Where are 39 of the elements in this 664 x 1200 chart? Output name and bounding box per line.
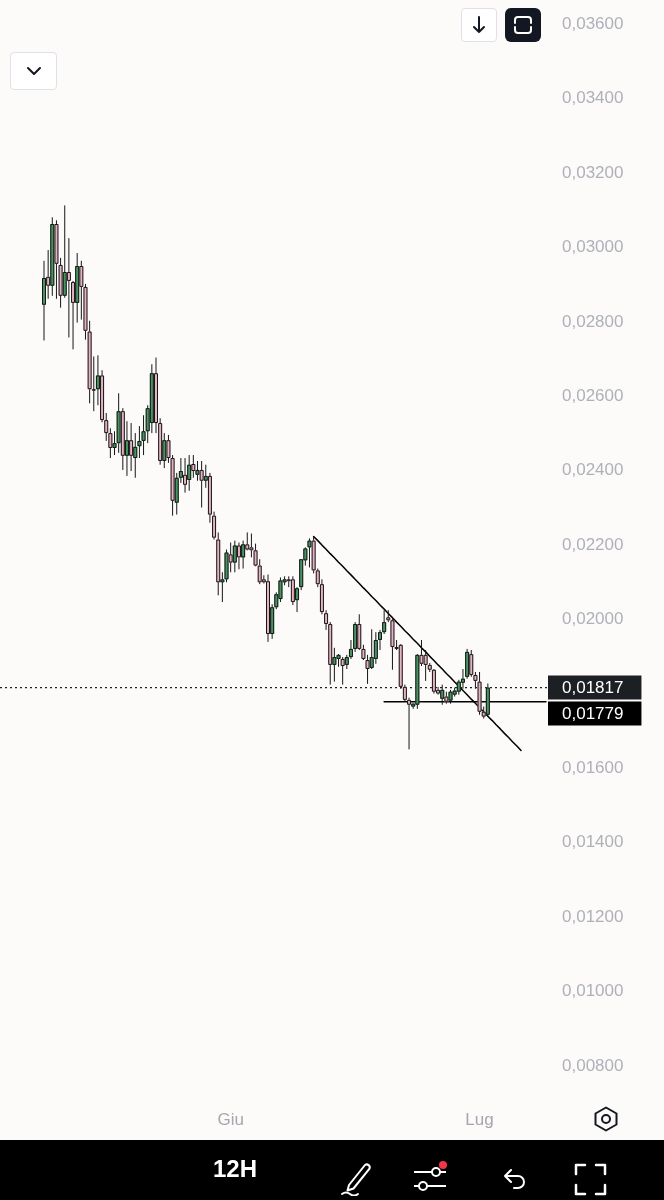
y-tick-label: 0,01000 <box>562 981 624 1001</box>
y-tick-label: 0,00800 <box>562 1055 624 1075</box>
x-tick-label: Lug <box>465 1109 494 1129</box>
y-tick-label: 0,01400 <box>562 832 624 852</box>
ref-line-label: 0,01817 <box>562 678 624 698</box>
candlestick <box>340 656 345 686</box>
candlestick <box>183 457 188 494</box>
candlestick <box>373 631 378 665</box>
candlestick <box>232 540 237 573</box>
y-tick-label: 0,03400 <box>562 88 624 108</box>
candlestick <box>116 392 121 454</box>
candlestick <box>187 454 192 492</box>
candlestick <box>266 573 270 643</box>
y-tick-label: 0,03000 <box>562 237 624 257</box>
candlestick <box>431 668 436 695</box>
y-tick-label: 0,02000 <box>562 609 624 629</box>
y-tick-label: 0,03200 <box>562 162 624 182</box>
candlestick <box>50 216 55 297</box>
y-tick-label: 0,01200 <box>562 906 624 926</box>
x-tick-label: Giu <box>217 1109 244 1129</box>
candlestick <box>149 363 154 434</box>
candlestick <box>469 649 474 678</box>
candlestick <box>236 542 241 570</box>
y-tick-label: 0,02600 <box>562 385 624 405</box>
candlestick <box>241 540 246 570</box>
y-tick-label: 0,02400 <box>562 460 624 480</box>
candlestick <box>477 671 482 716</box>
candlestick <box>199 460 204 509</box>
y-tick-label: 0,02200 <box>562 534 624 554</box>
candlestick <box>307 537 312 568</box>
text: 12H <box>213 1155 258 1182</box>
candlestick <box>129 422 134 472</box>
y-tick-label: 0,02800 <box>562 311 624 331</box>
series-label: 0,01779 <box>562 704 624 724</box>
candlestick <box>415 653 420 710</box>
y-tick-label: 0,03600 <box>562 13 624 33</box>
candlestick <box>66 237 71 338</box>
candlestick <box>369 628 374 670</box>
y-tick-label: 0,01600 <box>562 758 624 778</box>
